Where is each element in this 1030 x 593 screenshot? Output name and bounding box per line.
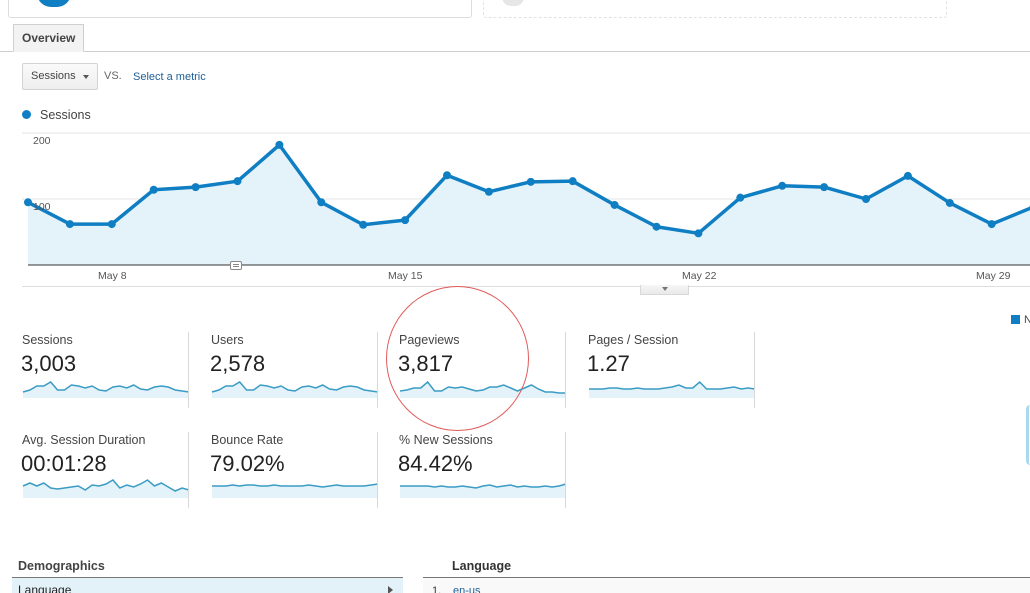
chevron-down-icon [83,75,89,79]
tile-sessions[interactable]: Sessions 3,003 [0,332,190,410]
demographics-title: Demographics [18,559,105,573]
tile-users[interactable]: Users 2,578 [189,332,379,410]
demographics-item-language[interactable]: Language [12,578,403,593]
tile-divider [565,432,566,508]
tile-value: 3,003 [21,351,77,376]
legend-square-icon [1011,315,1020,324]
language-title: Language [452,559,512,573]
tab-overview[interactable]: Overview [13,24,85,52]
tile-pageviews[interactable]: Pageviews 3,817 [377,332,566,410]
pie-legend: N [1011,314,1030,326]
tile-value: 84.42% [398,451,473,476]
tile-bounce-rate[interactable]: Bounce Rate 79.02% [189,432,379,510]
select-metric-link[interactable]: Select a metric [133,71,206,83]
tile-label: Sessions [22,333,73,347]
demographics-divider [12,577,403,578]
language-rank: 1. [432,585,442,593]
metric-dropdown-label: Sessions [31,70,76,82]
tile-label: Users [211,333,244,347]
sessions-line-chart [22,132,1030,266]
tile-value: 00:01:28 [21,451,107,476]
language-link[interactable]: en-us [453,585,481,593]
annotations-toggle-button[interactable] [640,285,689,295]
tile-divider [754,332,755,408]
tile-label: Pages / Session [588,333,679,347]
chevron-down-icon [662,287,668,291]
tile-avg-session-duration[interactable]: Avg. Session Duration 00:01:28 [0,432,190,510]
sparkline [400,483,567,498]
chart-legend: Sessions [22,108,91,122]
tile-label: Avg. Session Duration [22,433,146,447]
sparkline [22,479,190,498]
sparkline [399,380,566,398]
tile-divider [188,432,189,508]
x-tick-may-8: May 8 [98,270,127,282]
tile-label: Pageviews [399,333,460,347]
tab-divider [0,51,1030,52]
annotation-icon[interactable] [230,261,242,270]
tile-divider [188,332,189,408]
language-row: 1. en-us [423,578,1030,593]
series-dot-icon [22,110,31,119]
chart-divider [22,286,1030,287]
add-segment-icon [502,0,524,6]
tile-new-sessions[interactable]: % New Sessions 84.42% [377,432,567,510]
x-tick-may-15: May 15 [388,270,423,282]
pie-legend-label: N [1024,314,1030,326]
tile-divider [565,332,566,408]
tile-divider [377,332,378,408]
tile-pages-per-session[interactable]: Pages / Session 1.27 [566,332,756,410]
x-tick-may-22: May 22 [682,270,717,282]
sparkline [589,380,756,398]
x-tick-may-29: May 29 [976,270,1011,282]
pie-chart-edge [1026,405,1030,465]
tile-value: 1.27 [587,351,630,376]
segment-card-all-sessions[interactable] [8,0,472,18]
vs-label: VS. [104,70,122,82]
tile-value: 3,817 [398,351,454,376]
y-tick-100: 100 [33,201,51,213]
y-tick-200: 200 [33,135,51,147]
add-segment-card[interactable] [483,0,947,18]
segment-color-icon [37,0,71,7]
tile-divider [377,432,378,508]
sparkline [212,483,379,498]
tile-value: 2,578 [210,351,266,376]
demographics-item-label: Language [18,583,72,593]
tile-label: Bounce Rate [211,433,284,447]
legend-label: Sessions [40,108,91,122]
sparkline [22,381,190,398]
language-divider [423,577,1030,578]
metric-dropdown[interactable]: Sessions [22,63,98,90]
tile-value: 79.02% [210,451,285,476]
chevron-right-icon [388,586,393,593]
sparkline [211,381,379,398]
tile-label: % New Sessions [399,433,493,447]
sessions-chart[interactable]: 200 100 May 8 May 15 May 22 May 29 [0,125,1030,295]
